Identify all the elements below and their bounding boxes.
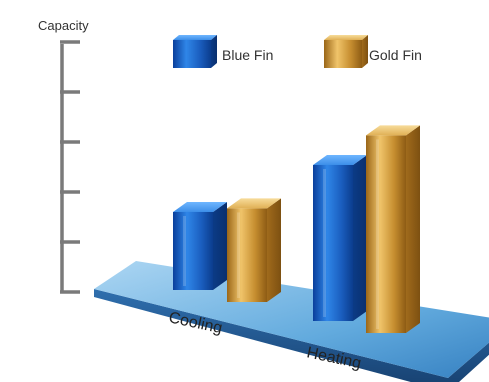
bar-side — [213, 202, 227, 290]
legend-swatch-gold-fin — [324, 40, 362, 68]
bar-highlight — [376, 139, 379, 329]
legend-swatch-gold-fin-side — [362, 35, 368, 68]
bars-group — [173, 125, 420, 334]
legend-swatch-blue-fin-top — [173, 35, 217, 40]
bar-blue-fin-heating — [313, 155, 367, 321]
bar-highlight — [183, 216, 186, 286]
legend-swatch-blue-fin-side — [211, 35, 217, 68]
platform-top — [94, 261, 489, 378]
bar-gold-fin-heating — [366, 125, 420, 334]
bar-highlight — [237, 212, 240, 298]
y-axis: Capacity — [38, 18, 89, 294]
legend-label-blue-fin: Blue Fin — [222, 47, 273, 63]
bar-side — [353, 155, 367, 321]
y-axis-label: Capacity — [38, 18, 89, 33]
bar-front — [227, 208, 267, 302]
legend-swatch-gold-fin-top — [324, 35, 368, 40]
bar-front — [313, 165, 353, 321]
bar-blue-fin-cooling — [173, 202, 227, 290]
legend-label-gold-fin: Gold Fin — [369, 47, 422, 63]
y-axis-ticks — [60, 40, 80, 294]
chart-platform — [94, 261, 489, 382]
bar-side — [406, 125, 420, 334]
legend-swatch-blue-fin — [173, 40, 211, 68]
bar-side — [267, 198, 281, 302]
bar-highlight — [323, 169, 326, 317]
legend: Blue Fin Gold Fin — [173, 35, 422, 68]
bar-front — [173, 212, 213, 290]
bar-gold-fin-cooling — [227, 198, 281, 302]
bar-top — [366, 125, 420, 136]
legend-item-blue-fin: Blue Fin — [173, 35, 273, 68]
bar-top — [173, 202, 227, 212]
bar-front — [366, 135, 406, 333]
legend-item-gold-fin: Gold Fin — [324, 35, 422, 68]
bar-top — [227, 198, 281, 209]
bar-top — [313, 155, 367, 165]
